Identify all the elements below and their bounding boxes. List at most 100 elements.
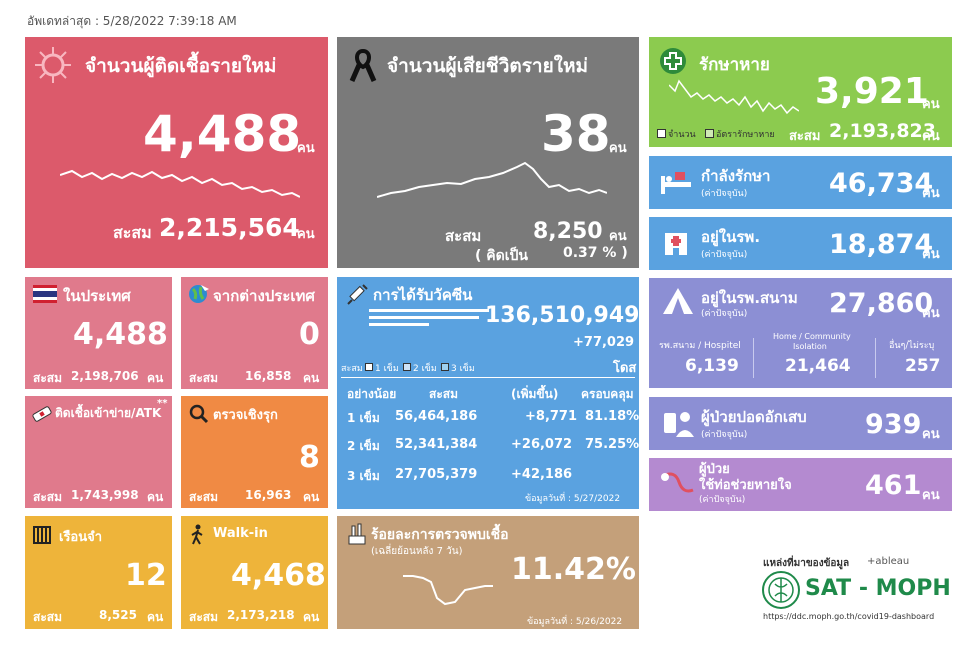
hospital-title: อยู่ในรพ. <box>701 228 761 246</box>
walkin-acc: 2,173,218 <box>227 608 295 622</box>
new-cases-trend <box>60 169 300 198</box>
foreign-acc-unit: คน <box>303 371 320 385</box>
vaccine-title: การได้รับวัคซีน <box>373 286 473 304</box>
domestic-value: 4,488 <box>73 317 168 352</box>
deaths-trend <box>377 161 607 198</box>
recovered-acc: 2,193,823 <box>829 120 936 142</box>
atk-card[interactable]: ติดเชื้อเข้าข่าย/ATK ** สะสม 1,743,998 ค… <box>25 396 172 508</box>
last-updated: อัพเดทล่าสุด : 5/28/2022 7:39:18 AM <box>27 14 237 28</box>
pneumonia-title: ผู้ป่วยปอดอักเสบ <box>701 408 807 426</box>
recovered-unit: คน <box>922 97 940 112</box>
proactive-acc-unit: คน <box>303 490 320 504</box>
ribbon-icon <box>349 49 377 83</box>
hospital-bed-icon <box>661 172 691 194</box>
field-value: 27,860 <box>829 288 934 319</box>
virus-icon <box>35 47 71 83</box>
prison-card[interactable]: เรือนจำ 12 สะสม 8,525 คน <box>25 516 172 629</box>
deaths-pct: 0.37 % ) <box>563 245 628 261</box>
pneumonia-value: 939 <box>865 409 922 440</box>
medical-cross-icon <box>660 48 686 74</box>
field-divider-2 <box>875 338 876 378</box>
vaccine-h-inc: (เพิ่มขึ้น) <box>511 387 559 401</box>
vaccine-r1-inc: +8,771 <box>525 409 578 424</box>
treating-unit: คน <box>922 186 940 201</box>
hospital-sub: (ค่าปัจจุบัน) <box>701 250 748 260</box>
walkin-acc-unit: คน <box>303 610 320 624</box>
prison-acc-label: สะสม <box>33 610 63 624</box>
vaccine-date: ข้อมูลวันที่ : 5/27/2022 <box>525 494 621 504</box>
proactive-acc: 16,963 <box>245 488 292 502</box>
pneumonia-card[interactable]: ผู้ป่วยปอดอักเสบ (ค่าปัจจุบัน) 939 คน <box>649 397 952 450</box>
atk-acc-label: สะสม <box>33 490 63 504</box>
field-title: อยู่ในรพ.สนาม <box>701 289 798 307</box>
ventilator-value: 461 <box>865 470 922 501</box>
globe-plane-icon <box>189 285 209 303</box>
foreign-acc: 16,858 <box>245 369 292 383</box>
domestic-card[interactable]: ในประเทศ 4,488 สะสม 2,198,706 คน <box>25 277 172 389</box>
legend-dose1-box <box>365 363 373 371</box>
thai-flag-icon <box>33 285 57 303</box>
domestic-title: ในประเทศ <box>63 287 131 305</box>
atk-test-kit-icon <box>32 406 52 422</box>
legend-count-box <box>657 129 666 138</box>
source-url[interactable]: https://ddc.moph.go.th/covid19-dashboard <box>763 612 935 621</box>
ventilator-card[interactable]: ผู้ป่วย ใช้ท่อช่วยหายใจ (ค่าปัจจุบัน) 46… <box>649 458 952 511</box>
deaths-value: 38 <box>541 105 611 163</box>
new-cases-card[interactable]: จำนวนผู้ติดเชื้อรายใหม่ 4,488 คน สะสม 2,… <box>25 37 328 268</box>
field-hospital-card[interactable]: อยู่ในรพ.สนาม (ค่าปัจจุบัน) 27,860 คน รพ… <box>649 278 952 388</box>
new-cases-acc-label: สะสม <box>113 223 152 242</box>
walking-person-icon <box>191 524 203 545</box>
hospital-card[interactable]: อยู่ในรพ. (ค่าปัจจุบัน) 18,874 คน <box>649 217 952 270</box>
atk-title: ติดเชื้อเข้าข่าย/ATK <box>55 406 162 420</box>
deaths-acc-unit: คน <box>609 229 627 244</box>
vaccine-legend-acc: สะสม <box>341 364 363 374</box>
field-unit: คน <box>922 306 940 321</box>
deaths-acc: 8,250 <box>533 219 603 244</box>
treating-card[interactable]: กำลังรักษา (ค่าปัจจุบัน) 46,734 คน <box>649 156 952 209</box>
vaccine-r3-inc: +42,186 <box>511 467 573 482</box>
deaths-card[interactable]: จำนวนผู้เสียชีวิตรายใหม่ 38 คน สะสม 8,25… <box>337 37 639 268</box>
positivity-sub: (เฉลี่ยย้อนหลัง 7 วัน) <box>371 546 463 557</box>
source-block: แหล่งที่มาของข้อมูล +ableau SAT - MOPH h… <box>755 552 951 628</box>
walkin-title: Walk-in <box>213 526 268 541</box>
field-c2: 21,464 <box>785 356 851 376</box>
moph-seal-icon <box>762 571 800 609</box>
atk-acc: 1,743,998 <box>71 488 139 502</box>
new-cases-unit: คน <box>297 141 315 156</box>
foreign-value: 0 <box>299 317 320 352</box>
proactive-card[interactable]: ตรวจเชิงรุก 8 สะสม 16,963 คน <box>181 396 328 508</box>
source-label: แหล่งที่มาของข้อมูล <box>763 558 850 569</box>
treating-value: 46,734 <box>829 168 934 199</box>
legend-dose1: 1 เข็ม <box>375 364 399 374</box>
domestic-acc: 2,198,706 <box>71 369 139 383</box>
vaccine-card[interactable]: การได้รับวัคซีน 136,510,949 +77,029 สะสม… <box>337 277 639 509</box>
field-c2-label2: Isolation <box>793 342 827 351</box>
positivity-date: ข้อมูลวันที่ : 5/26/2022 <box>527 617 623 627</box>
lab-test-icon <box>348 523 366 545</box>
vaccine-r1-cover: 81.18% <box>585 409 639 424</box>
prison-bars-icon <box>33 526 51 544</box>
recovered-acc-label: สะสม <box>789 129 821 144</box>
domestic-acc-unit: คน <box>147 371 164 385</box>
ventilator-unit: คน <box>922 488 940 503</box>
vaccine-r1-acc: 56,464,186 <box>395 409 478 424</box>
vaccine-h-cover: ครอบคลุม <box>581 387 634 401</box>
walkin-card[interactable]: Walk-in 4,468 สะสม 2,173,218 คน <box>181 516 328 629</box>
tent-icon <box>663 288 693 314</box>
foreign-title: จากต่างประเทศ <box>213 287 315 305</box>
new-cases-title: จำนวนผู้ติดเชื้อรายใหม่ <box>85 55 277 77</box>
foreign-acc-label: สะสม <box>189 371 219 385</box>
field-divider-1 <box>753 338 754 378</box>
pneumonia-unit: คน <box>922 427 940 442</box>
foreign-card[interactable]: จากต่างประเทศ 0 สะสม 16,858 คน <box>181 277 328 389</box>
recovered-card[interactable]: รักษาหาย จำนวน อัตรารักษาหาย 3,921 คน สะ… <box>649 37 952 147</box>
prison-title: เรือนจำ <box>59 530 103 545</box>
syringe-icon <box>347 284 368 305</box>
vaccine-inc: +77,029 <box>573 335 635 350</box>
magnifier-icon <box>189 404 209 424</box>
tableau-logo: +ableau <box>867 556 910 567</box>
proactive-value: 8 <box>299 440 320 475</box>
positivity-card[interactable]: ร้อยละการตรวจพบเชื้อ (เฉลี่ยย้อนหลัง 7 ว… <box>337 516 639 629</box>
recovered-acc-unit: คน <box>922 129 940 144</box>
vaccine-r3-acc: 27,705,379 <box>395 467 478 482</box>
